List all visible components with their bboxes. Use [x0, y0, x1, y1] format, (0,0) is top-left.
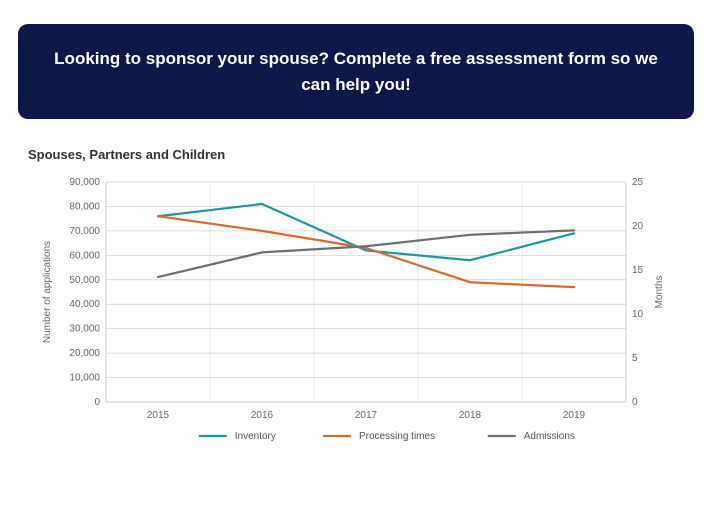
y-left-tick: 10,000	[69, 373, 100, 384]
y-left-tick: 30,000	[69, 324, 100, 335]
y-left-tick: 90,000	[69, 177, 100, 188]
cta-banner[interactable]: Looking to sponsor your spouse? Complete…	[18, 24, 694, 119]
line-chart: Number of applications Months 0 10,000 20,00…	[28, 172, 668, 478]
x-category: 2015	[147, 410, 170, 421]
y-left-tick: 40,000	[69, 299, 100, 310]
series-line	[158, 230, 574, 277]
legend-label: Inventory	[235, 431, 276, 442]
chart-title: Spouses, Partners and Children	[28, 147, 684, 162]
series-line	[158, 216, 574, 287]
y-left-tick: 70,000	[69, 226, 100, 237]
y-left-tick: 50,000	[69, 275, 100, 286]
y-right-tick: 20	[632, 221, 644, 232]
chart-container: Spouses, Partners and Children Number of…	[28, 147, 684, 478]
y-left-tick: 0	[94, 397, 100, 408]
y-left-tick: 20,000	[69, 348, 100, 359]
y-right-tick: 15	[632, 265, 644, 276]
y-right-tick: 10	[632, 309, 644, 320]
y-right-tick: 5	[632, 353, 638, 364]
y-axis-right-label: Months	[654, 276, 665, 309]
x-category: 2019	[563, 410, 586, 421]
y-left-tick: 60,000	[69, 250, 100, 261]
x-category: 2018	[459, 410, 482, 421]
y-axis-left-label: Number of applications	[42, 241, 53, 343]
x-category: 2016	[251, 410, 274, 421]
x-category: 2017	[355, 410, 378, 421]
legend-label: Admissions	[524, 431, 575, 442]
y-right-tick: 25	[632, 177, 644, 188]
y-left-tick: 80,000	[69, 201, 100, 212]
legend-label: Processing times	[359, 431, 435, 442]
cta-banner-text: Looking to sponsor your spouse? Complete…	[54, 49, 658, 94]
y-right-tick: 0	[632, 397, 638, 408]
